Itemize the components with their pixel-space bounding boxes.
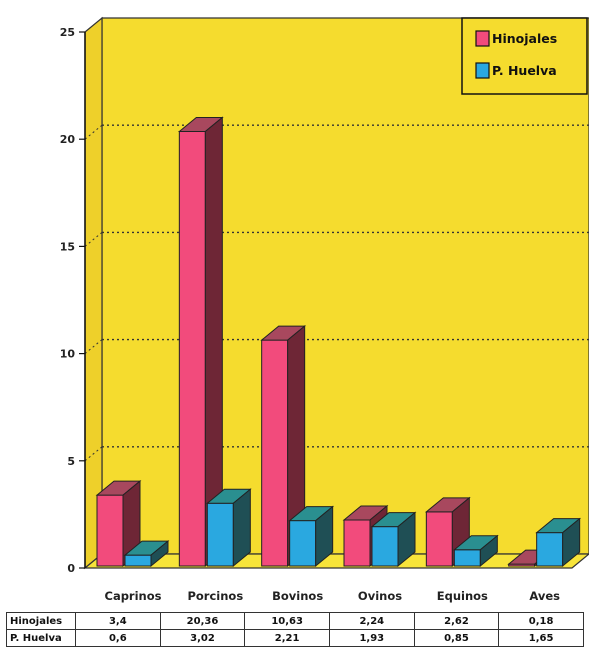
data-table: Hinojales 3,4 20,36 10,63 2,24 2,62 0,18… [6, 612, 584, 647]
bar [205, 488, 252, 568]
legend-label-hinojales: Hinojales [492, 31, 557, 46]
bar-front [96, 494, 124, 567]
bar [452, 534, 499, 568]
bar-front [289, 520, 317, 567]
table-cell: 0,18 [498, 612, 584, 630]
x-tick-label: Caprinos [105, 589, 162, 603]
table-row: Hinojales 3,4 20,36 10,63 2,24 2,62 0,18 [6, 612, 584, 630]
chart-background [83, 16, 589, 570]
y-tick-label: 5 [67, 455, 75, 468]
grid-line-side [84, 339, 103, 354]
y-tick-label: 0 [67, 562, 75, 575]
grid-line-side [84, 446, 103, 462]
bar-chart: 0 5 10 15 20 25 Caprinos Porcinos Bovinos Ovinos… [60, 16, 589, 603]
legend-box [461, 17, 588, 95]
table-cell: 0,6 [75, 629, 161, 647]
row-label-hinojales: Hinojales [6, 612, 76, 630]
x-tick-label: Porcinos [187, 589, 243, 603]
bar [177, 116, 224, 568]
table-cell: 3,4 [75, 612, 161, 630]
grid-line-side [84, 232, 103, 247]
table-cell: 10,63 [244, 612, 330, 630]
table-row: P. Huelva 0,6 3,02 2,21 1,93 0,85 1,65 [6, 629, 584, 647]
bar-front [261, 339, 289, 567]
grid-line-side [84, 124, 103, 140]
bar-front [371, 526, 399, 567]
table-cell: 0,85 [413, 629, 500, 647]
y-axis: 0 5 10 15 20 25 [60, 26, 86, 575]
table-cell: 20,36 [159, 612, 246, 630]
bar-front [536, 532, 564, 567]
bar-front [343, 519, 371, 567]
bar-front [206, 502, 234, 567]
table-cell: 3,02 [159, 629, 246, 647]
side-wall [84, 16, 103, 570]
x-tick-label: Ovinos [358, 589, 402, 603]
row-label-p-huelva: P. Huelva [6, 629, 76, 647]
x-tick-label: Equinos [437, 589, 488, 603]
legend-label-p-huelva: P. Huelva [492, 63, 557, 78]
table-cell: 1,65 [498, 629, 584, 647]
bar [288, 505, 335, 568]
bar [370, 511, 417, 568]
bar-front [178, 130, 206, 567]
table-cell: 1,93 [328, 629, 415, 647]
table-cell: 2,24 [328, 612, 415, 630]
y-tick-label: 20 [60, 133, 76, 146]
y-tick-label: 10 [60, 348, 76, 361]
bar-side [150, 540, 169, 568]
bar-side [397, 511, 416, 568]
bar-front [124, 554, 152, 567]
legend-swatch-hinojales [475, 30, 490, 47]
bar [123, 540, 170, 568]
bar-side [232, 488, 251, 568]
table-cell: 2,62 [413, 612, 500, 630]
x-tick-label: Aves [529, 589, 560, 603]
legend-swatch-p-huelva [475, 62, 490, 79]
x-axis-labels: Caprinos Porcinos Bovinos Ovinos Equinos Aves [105, 589, 561, 603]
back-wall [101, 17, 589, 555]
y-tick-label: 15 [60, 240, 75, 253]
bar-front [425, 511, 453, 567]
bar-front [453, 549, 481, 567]
table-cell: 2,21 [244, 629, 330, 647]
legend: Hinojales P. Huelva [461, 17, 588, 95]
bar-side [315, 505, 334, 568]
bar [260, 325, 307, 568]
bar [535, 517, 582, 568]
bar-side [479, 534, 498, 568]
x-tick-label: Bovinos [272, 589, 323, 603]
bars [95, 116, 582, 568]
bar-side [562, 517, 581, 568]
y-tick-label: 25 [60, 26, 75, 39]
